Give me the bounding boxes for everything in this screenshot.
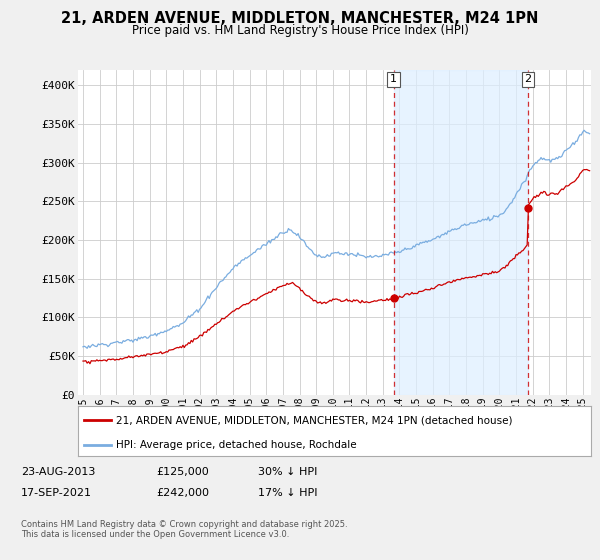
Text: Contains HM Land Registry data © Crown copyright and database right 2025.
This d: Contains HM Land Registry data © Crown c…	[21, 520, 347, 539]
Text: £242,000: £242,000	[156, 488, 209, 498]
Text: 23-AUG-2013: 23-AUG-2013	[21, 466, 95, 477]
Text: 2: 2	[524, 74, 532, 85]
Text: Price paid vs. HM Land Registry's House Price Index (HPI): Price paid vs. HM Land Registry's House …	[131, 24, 469, 37]
Text: HPI: Average price, detached house, Rochdale: HPI: Average price, detached house, Roch…	[116, 440, 357, 450]
Bar	[394, 70, 528, 395]
Text: 17% ↓ HPI: 17% ↓ HPI	[258, 488, 317, 498]
Text: 17-SEP-2021: 17-SEP-2021	[21, 488, 92, 498]
Text: £125,000: £125,000	[156, 466, 209, 477]
Text: 21, ARDEN AVENUE, MIDDLETON, MANCHESTER, M24 1PN (detached house): 21, ARDEN AVENUE, MIDDLETON, MANCHESTER,…	[116, 415, 513, 425]
Text: 1: 1	[390, 74, 397, 85]
Text: 30% ↓ HPI: 30% ↓ HPI	[258, 466, 317, 477]
Text: 21, ARDEN AVENUE, MIDDLETON, MANCHESTER, M24 1PN: 21, ARDEN AVENUE, MIDDLETON, MANCHESTER,…	[61, 11, 539, 26]
